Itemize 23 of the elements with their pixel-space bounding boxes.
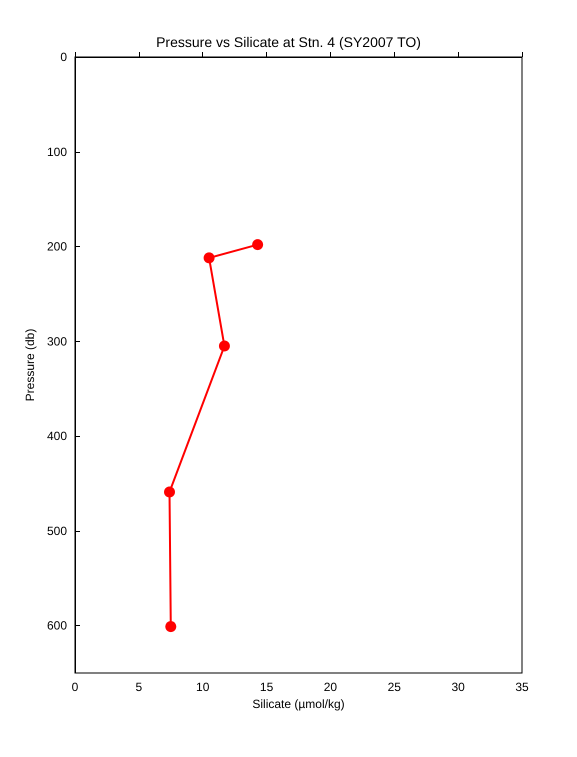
y-axis-title: Pressure (db) <box>23 328 38 402</box>
y-tick-label: 600 <box>46 618 68 633</box>
y-tick-label: 100 <box>46 144 68 159</box>
y-tick-label: 400 <box>46 429 68 444</box>
y-tick-label: 500 <box>46 524 68 538</box>
point <box>164 486 176 498</box>
point <box>218 340 230 352</box>
x-tick-label: 20 <box>324 680 338 694</box>
y-tick-label: 0 <box>60 50 68 64</box>
point <box>204 252 215 264</box>
chart-title: Pressure vs Silicate at Stn. 4 (SY2007 TO) <box>156 34 421 50</box>
x-tick-label: 35 <box>515 680 529 694</box>
x-tick-label: 5 <box>136 680 143 694</box>
x-tick-label: 0 <box>72 680 79 694</box>
point <box>252 239 264 250</box>
x-tick-label: 10 <box>196 680 210 694</box>
x-tick-label: 30 <box>451 680 466 694</box>
point <box>165 621 176 632</box>
y-tick-label: 200 <box>46 240 68 254</box>
x-axis-title: Silicate (µmol/kg) <box>252 696 345 711</box>
x-tick-label: 15 <box>260 680 274 694</box>
y-tick-label: 300 <box>46 334 68 348</box>
x-tick-label: 25 <box>388 680 402 694</box>
